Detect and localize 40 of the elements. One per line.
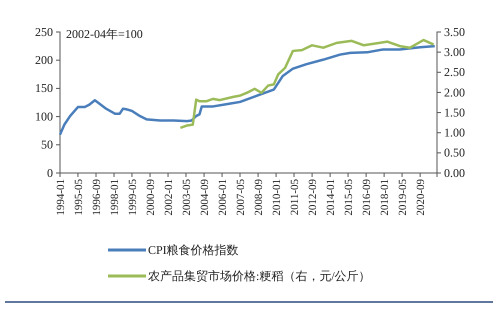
x-tick-label: 2010-01 — [270, 179, 283, 216]
x-tick-label: 2012-09 — [306, 178, 319, 216]
legend-label: CPI粮食价格指数 — [148, 243, 239, 258]
y2-tick-label: 0.00 — [444, 166, 465, 180]
y-tick-label: 150 — [35, 81, 53, 96]
y-tick-label: 0 — [47, 166, 53, 180]
x-tick-label: 2016-09 — [360, 178, 373, 216]
y2-tick-label: 2.00 — [444, 85, 465, 100]
x-tick-label: 2020-09 — [414, 178, 427, 216]
x-tick-label: 2000-09 — [144, 178, 157, 216]
y-tick-label: 200 — [35, 53, 53, 68]
x-tick-label: 2006-01 — [216, 179, 229, 216]
y2-tick-label: 3.00 — [444, 44, 465, 59]
x-tick-label: 2019-05 — [396, 178, 409, 216]
x-tick-label: 2007-05 — [234, 178, 247, 216]
x-tick-label: 1995-05 — [72, 178, 85, 216]
y2-tick-label: 1.50 — [444, 105, 465, 120]
x-tick-label: 2002-01 — [162, 179, 175, 216]
y2-tick-label: 0.50 — [444, 146, 465, 160]
legend-label: 农产品集贸市场价格:粳稻（右，元/公斤） — [148, 269, 371, 284]
y2-tick-label: 1.00 — [444, 126, 465, 140]
x-tick-label: 1999-05 — [126, 178, 139, 216]
line-series — [179, 38, 435, 130]
x-tick-label: 1996-09 — [90, 178, 103, 216]
x-tick-label: 2011-05 — [288, 178, 301, 216]
y-tick-label: 250 — [35, 24, 53, 39]
y2-tick-label: 3.50 — [444, 24, 465, 39]
line-series — [58, 44, 436, 136]
x-tick-label: 1998-01 — [108, 179, 121, 216]
y-tick-label: 50 — [41, 138, 53, 152]
x-tick-label: 2014-01 — [324, 179, 337, 216]
x-tick-label: 2003-05 — [180, 178, 193, 216]
annotation: 2002-04年=100 — [66, 27, 143, 41]
x-tick-label: 2018-01 — [378, 179, 391, 216]
x-tick-label: 2015-05 — [342, 178, 355, 216]
y-tick-label: 100 — [35, 109, 53, 124]
y2-tick-label: 2.50 — [444, 65, 465, 80]
x-tick-label: 2008-09 — [252, 178, 265, 216]
x-tick-label: 1994-01 — [54, 179, 67, 216]
x-tick-label: 2004-09 — [198, 178, 211, 216]
